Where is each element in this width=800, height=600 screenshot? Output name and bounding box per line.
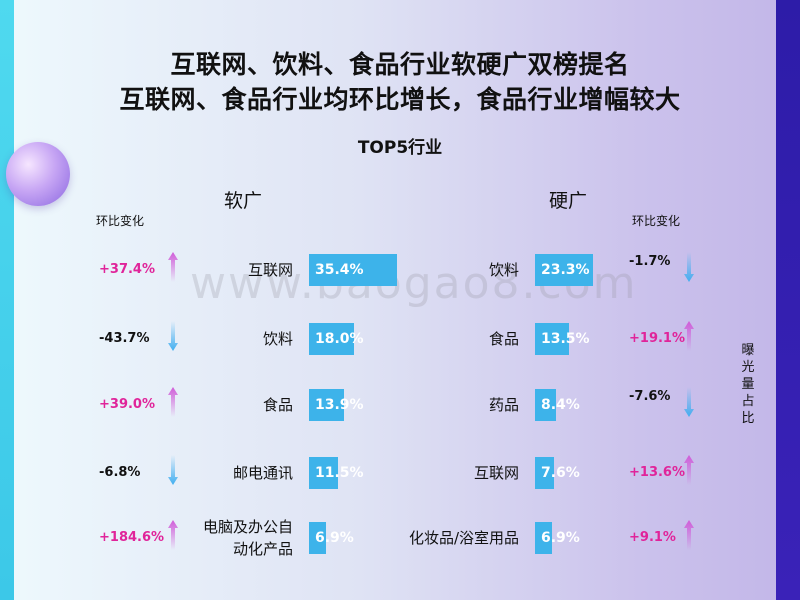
title-line-2: 互联网、食品行业均环比增长，食品行业增幅较大 xyxy=(119,85,681,114)
bar-value-label: 8.4% xyxy=(541,397,580,413)
bar xyxy=(309,522,327,554)
arrow-down-icon xyxy=(684,252,694,282)
bar xyxy=(309,254,397,286)
arrow-up-icon xyxy=(684,321,694,351)
category-label-line: 动化产品 xyxy=(232,540,293,558)
decorative-circle xyxy=(6,142,70,206)
arrow-up-icon xyxy=(684,520,694,550)
bar-value-label: 23.3% xyxy=(541,262,590,278)
bar-value-label: 7.6% xyxy=(541,465,580,481)
change-value: -6.8% xyxy=(99,465,141,480)
change-value: +9.1% xyxy=(629,530,676,545)
bar xyxy=(535,254,593,286)
bar xyxy=(309,389,344,421)
change-value: +184.6% xyxy=(99,530,165,545)
category-label-line: 互联网 xyxy=(473,464,519,482)
category-label-line: 药品 xyxy=(488,396,519,414)
arrow-down-icon xyxy=(168,321,178,351)
category-label: 药品 xyxy=(489,394,519,416)
change-value: +13.6% xyxy=(629,465,685,480)
left-accent-band xyxy=(0,0,14,600)
change-value: +37.4% xyxy=(99,262,155,277)
category-label: 饮料 xyxy=(263,328,293,350)
change-value: -1.7% xyxy=(629,254,671,269)
chart-subtitle: TOP5行业 xyxy=(357,138,443,158)
category-label-line: 电脑及办公自 xyxy=(202,518,293,536)
category-label: 邮电通讯 xyxy=(233,462,293,484)
arrow-up-icon xyxy=(684,455,694,485)
bar-value-label: 13.9% xyxy=(315,397,364,413)
category-label-line: 食品 xyxy=(262,396,293,414)
bar-value-label: 6.9% xyxy=(541,530,580,546)
change-value: -7.6% xyxy=(629,389,671,404)
bar xyxy=(535,457,554,489)
category-label-line: 饮料 xyxy=(488,261,519,279)
change-value: +19.1% xyxy=(629,331,685,346)
category-label: 电脑及办公自动化产品 xyxy=(203,516,293,560)
bar-value-label: 6.9% xyxy=(315,530,354,546)
bar xyxy=(535,389,556,421)
soft-ad-change-header: 环比变化 xyxy=(96,214,145,228)
category-label-line: 饮料 xyxy=(262,330,293,348)
category-label-line: 化妆品/浴室用品 xyxy=(408,529,519,547)
bar xyxy=(535,323,569,355)
category-label: 食品 xyxy=(489,328,519,350)
category-label: 互联网 xyxy=(248,259,293,281)
arrow-down-icon xyxy=(684,387,694,417)
category-label-line: 互联网 xyxy=(247,261,293,279)
soft-ad-group-title: 软广 xyxy=(224,190,263,212)
arrow-up-icon xyxy=(168,387,178,417)
exposure-share-label: 曝光量占比 xyxy=(741,343,755,426)
bar xyxy=(309,323,354,355)
right-accent-band xyxy=(776,0,800,600)
arrow-down-icon xyxy=(168,455,178,485)
change-value: +39.0% xyxy=(99,397,155,412)
hard-ad-group-title: 硬广 xyxy=(549,190,588,212)
arrow-up-icon xyxy=(168,252,178,282)
bar-value-label: 11.5% xyxy=(315,465,364,481)
category-label: 互联网 xyxy=(474,462,519,484)
title-line-1: 互联网、饮料、食品行业软硬广双榜提名 xyxy=(170,50,630,79)
bar-value-label: 35.4% xyxy=(315,262,364,278)
bar xyxy=(309,457,338,489)
category-label-line: 邮电通讯 xyxy=(232,464,293,482)
category-label: 食品 xyxy=(263,394,293,416)
hard-ad-change-header: 环比变化 xyxy=(632,214,681,228)
change-value: -43.7% xyxy=(99,331,150,346)
bar-value-label: 18.0% xyxy=(315,331,364,347)
category-label: 化妆品/浴室用品 xyxy=(409,527,519,549)
category-label: 饮料 xyxy=(489,259,519,281)
bar-value-label: 13.5% xyxy=(541,331,590,347)
category-label-line: 食品 xyxy=(488,330,519,348)
arrow-up-icon xyxy=(168,520,178,550)
bar xyxy=(535,522,553,554)
